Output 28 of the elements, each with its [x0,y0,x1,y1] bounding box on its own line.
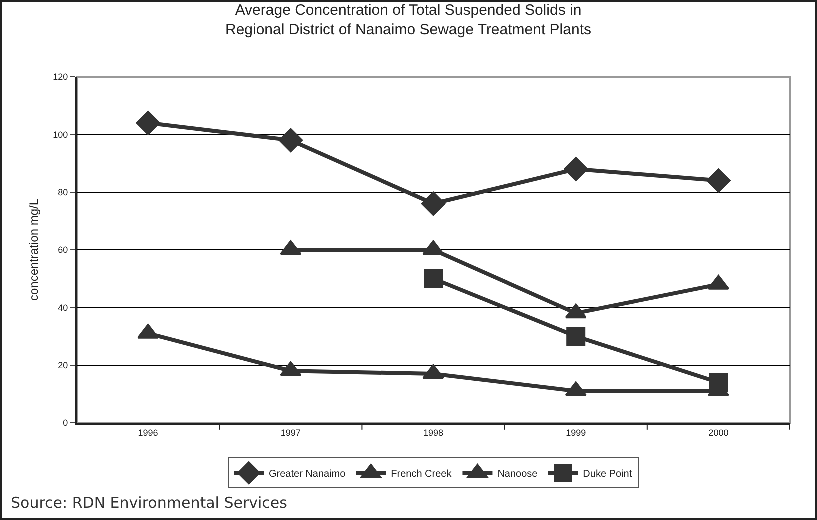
point [424,269,443,288]
point [422,364,444,380]
x-tick-label: 1996 [138,428,158,438]
x-tick-label: 1999 [566,428,586,438]
chart-title: Average Concentration of Total Suspended Solids in Regional District of Nanaimo Sewage Treatment Plants [225,2,592,38]
y-axis-title: concentration mg/L [26,198,41,302]
legend-label: Greater Nanaimo [269,469,346,480]
y-tick-label: 20 [58,360,68,370]
point [421,192,446,216]
point [706,168,731,193]
y-tick-label: 100 [53,130,68,140]
x-tick-label: 1997 [280,428,301,438]
legend-label: Nanoose [498,469,538,480]
legend-label: French Creek [391,469,453,480]
x-tick-label: 1998 [423,428,444,438]
legend-label: Duke Point [583,469,632,480]
point [136,111,160,136]
point [565,304,587,319]
point [564,157,588,182]
point [565,382,587,397]
y-tick-label: 0 [63,418,68,428]
point [278,128,303,152]
y-tick-label: 120 [53,72,68,82]
y-tick-label: 40 [58,302,68,313]
x-tick-label: 2000 [708,428,729,438]
source-note: Source: RDN Environmental Services [11,494,288,512]
y-tick-label: 80 [58,187,68,198]
y-tick-label: 60 [58,245,68,256]
